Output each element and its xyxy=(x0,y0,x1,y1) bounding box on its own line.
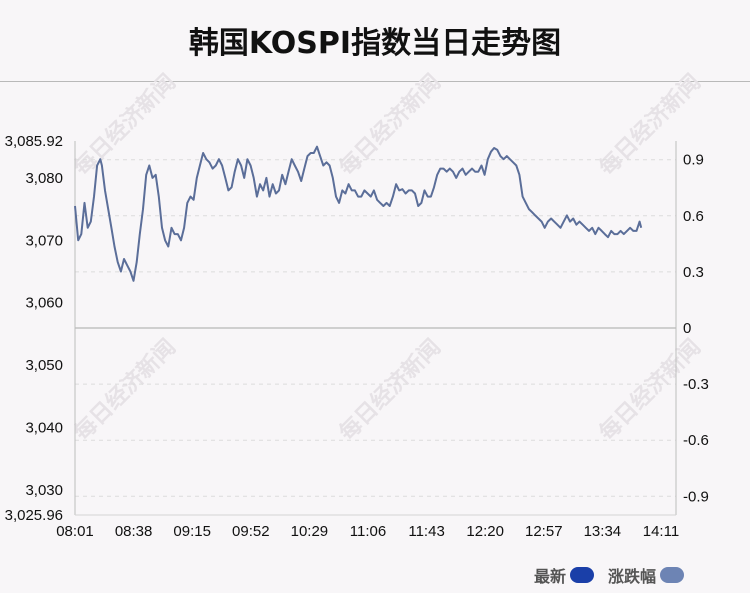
chart-axes xyxy=(74,141,677,516)
y-tick-label: 3,040 xyxy=(25,419,63,436)
y2-tick-label: -0.9 xyxy=(683,488,709,505)
y-tick-label: 3,070 xyxy=(25,232,63,249)
y-tick-label: 3,030 xyxy=(25,482,63,499)
y2-tick-label: 0.6 xyxy=(683,208,704,225)
x-tick-label: 09:15 xyxy=(173,523,211,540)
x-tick-label: 09:52 xyxy=(232,523,270,540)
legend-swatch-change xyxy=(660,567,684,583)
x-tick-label: 11:06 xyxy=(350,523,386,540)
x-tick-label: 13:34 xyxy=(584,523,622,540)
x-tick-label: 10:29 xyxy=(291,523,329,540)
series-lines xyxy=(74,145,643,282)
y2-tick-label: -0.6 xyxy=(683,432,709,449)
legend-swatch-latest xyxy=(569,567,594,583)
y2-tick-label: -0.3 xyxy=(683,376,709,393)
legend-label-latest: 最新 xyxy=(533,567,566,586)
x-tick-label: 12:57 xyxy=(525,523,563,540)
title-divider xyxy=(0,81,750,82)
y-tick-label: 3,025.96 xyxy=(5,507,63,524)
x-tick-label: 14:11 xyxy=(643,523,679,540)
y-tick-label: 3,050 xyxy=(25,357,63,374)
y2-tick-label: 0 xyxy=(683,320,691,337)
y2-tick-label: 0.3 xyxy=(683,264,704,281)
watermark-text: 每日经济新闻 xyxy=(334,334,446,446)
y-tick-label: 3,085.92 xyxy=(5,133,63,150)
tick-labels: 0.9 0.6 0.3 0 -0.3 -0.6 -0.9 3,085.92 3,080 3,070… xyxy=(5,133,709,540)
legend: 最新 涨跌幅 xyxy=(534,563,684,587)
y-tick-label: 3,060 xyxy=(25,295,63,312)
x-tick-label: 12:20 xyxy=(466,523,504,540)
watermark-text: 每日经济新闻 xyxy=(69,69,181,181)
watermark-text: 每日经济新闻 xyxy=(334,69,446,181)
page-title: 韩国KOSPI指数当日走势图 xyxy=(188,26,562,61)
grid-lines xyxy=(75,159,676,497)
watermark-text: 每日经济新闻 xyxy=(69,334,181,446)
y-tick-label: 3,080 xyxy=(25,170,63,187)
legend-label-change: 涨跌幅 xyxy=(607,567,656,586)
x-tick-label: 08:38 xyxy=(115,523,153,540)
y2-tick-label: 0.9 xyxy=(683,152,704,169)
kospi-index-line xyxy=(74,145,643,282)
x-tick-label: 11:43 xyxy=(408,523,444,540)
x-tick-label: 08:01 xyxy=(56,523,94,540)
